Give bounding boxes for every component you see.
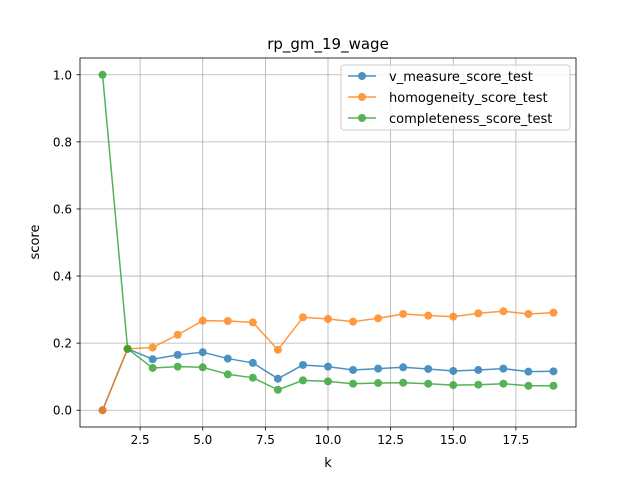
data-point — [198, 363, 207, 372]
x-tick-label: 15.0 — [440, 433, 467, 447]
legend-marker — [358, 72, 366, 80]
data-point — [98, 70, 107, 79]
y-tick-label: 0.2 — [53, 337, 72, 351]
data-point — [424, 364, 433, 373]
x-tick-label: 5.0 — [193, 433, 212, 447]
data-point — [549, 367, 558, 376]
data-point — [524, 367, 533, 376]
data-point — [474, 380, 483, 389]
data-point — [223, 316, 232, 325]
data-point — [374, 314, 383, 323]
plot-series — [98, 70, 558, 415]
data-point — [223, 370, 232, 379]
data-point — [424, 311, 433, 320]
data-point — [399, 363, 408, 372]
series-v_measure_score_test — [98, 344, 558, 415]
data-point — [148, 343, 157, 352]
legend-label: completeness_score_test — [389, 112, 552, 127]
data-point — [324, 377, 332, 386]
y-tick-label: 0.6 — [53, 202, 72, 216]
data-point — [349, 317, 358, 326]
data-point — [449, 312, 458, 321]
data-point — [474, 365, 483, 374]
data-point — [273, 374, 282, 383]
legend-entry: homogeneity_score_test — [348, 91, 548, 106]
chart-title: rp_gm_19_wage — [267, 35, 389, 54]
data-point — [273, 385, 282, 394]
x-tick-label: 12.5 — [377, 433, 404, 447]
x-tick-label: 17.5 — [503, 433, 530, 447]
data-point — [474, 309, 483, 318]
data-point — [248, 318, 257, 327]
data-point — [123, 344, 132, 353]
data-point — [248, 373, 257, 382]
data-point — [374, 364, 383, 373]
data-point — [98, 406, 107, 415]
data-point — [198, 316, 207, 325]
y-tick-label: 0.4 — [53, 270, 72, 284]
data-point — [424, 379, 433, 388]
legend-entry: v_measure_score_test — [348, 70, 533, 85]
data-point — [248, 358, 257, 367]
data-point — [549, 381, 558, 390]
data-point — [549, 308, 558, 317]
axes: 2.5 5.0 7.5 10.0 12.5 15.0 17.5 0.0 0.2 0.4 0.6 0.8… — [53, 57, 577, 447]
data-point — [173, 330, 182, 339]
legend-marker — [358, 93, 366, 101]
x-tick-label: 7.5 — [256, 433, 275, 447]
series-completeness_score_test — [98, 70, 558, 394]
x-tick-label: 2.5 — [131, 433, 150, 447]
data-point — [449, 366, 458, 375]
data-point — [173, 350, 182, 359]
data-point — [399, 378, 408, 387]
data-point — [499, 364, 508, 373]
legend-swatch — [348, 72, 376, 80]
data-point — [349, 365, 358, 374]
data-point — [198, 348, 207, 357]
data-point — [449, 381, 458, 390]
legend-label: v_measure_score_test — [389, 70, 533, 85]
data-point — [399, 309, 408, 318]
data-point — [298, 376, 307, 385]
data-point — [349, 379, 358, 388]
data-point — [324, 314, 332, 323]
y-tick-label: 0.0 — [53, 404, 72, 418]
data-point — [148, 363, 157, 372]
legend-box — [340, 64, 571, 131]
legend: v_measure_score_test homogeneity_score_te… — [340, 64, 571, 131]
data-point — [298, 360, 307, 369]
data-point — [499, 379, 508, 388]
y-tick-label: 0.8 — [53, 135, 72, 149]
legend-swatch — [348, 93, 376, 101]
y-axis-label: score — [28, 225, 43, 260]
data-point — [173, 362, 182, 371]
legend-swatch — [348, 114, 376, 122]
data-point — [273, 345, 282, 354]
data-point — [499, 307, 508, 316]
series-homogeneity_score_test — [98, 307, 558, 415]
data-point — [524, 309, 533, 318]
data-point — [148, 355, 157, 364]
legend-label: homogeneity_score_test — [389, 91, 548, 106]
x-axis-label: k — [324, 456, 332, 471]
legend-entry: completeness_score_test — [348, 112, 552, 127]
data-point — [374, 379, 383, 388]
x-tick-label: 10.0 — [315, 433, 342, 447]
data-point — [223, 354, 232, 363]
data-point — [298, 313, 307, 322]
data-point — [524, 381, 533, 390]
y-tick-label: 1.0 — [53, 68, 72, 82]
data-point — [324, 362, 332, 371]
legend-marker — [358, 114, 366, 122]
